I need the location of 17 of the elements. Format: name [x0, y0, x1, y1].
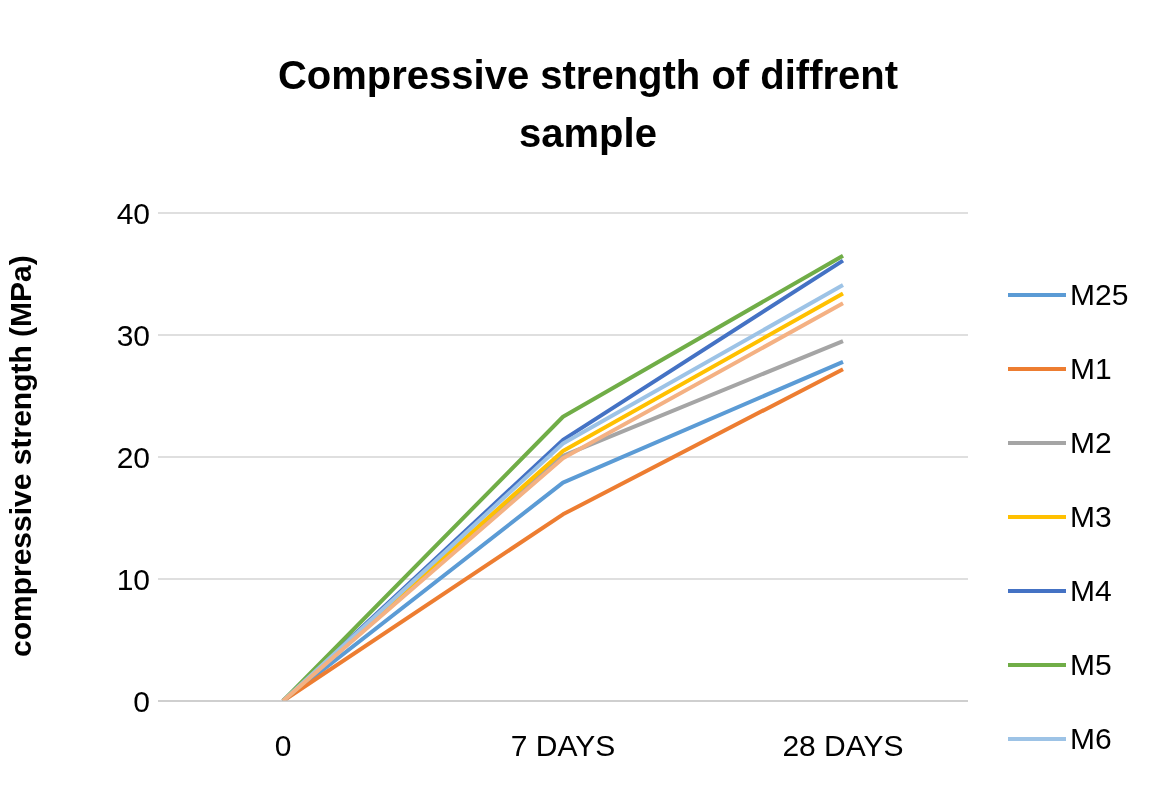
- legend-label: M4: [1070, 574, 1112, 608]
- y-tick-label: 20: [116, 440, 150, 474]
- y-tick-label: 30: [116, 318, 150, 352]
- legend-label: M3: [1070, 500, 1112, 534]
- x-tick-label: 0: [274, 729, 292, 763]
- y-tick-label: 40: [116, 196, 150, 230]
- legend-label: M6: [1070, 722, 1112, 756]
- legend-label: M2: [1070, 426, 1112, 460]
- y-tick-label: 0: [133, 684, 150, 718]
- legend-label: M25: [1070, 278, 1129, 312]
- y-axis-title: compressive strength (MPa): [3, 255, 37, 657]
- legend-label: M1: [1070, 352, 1112, 386]
- x-tick-label: 28 DAYS: [782, 729, 904, 763]
- chart-title: Compressive strength of diffrent sample: [276, 52, 900, 157]
- legend-label: M5: [1070, 648, 1112, 682]
- y-tick-label: 10: [116, 562, 150, 596]
- x-tick-label: 7 DAYS: [510, 729, 616, 763]
